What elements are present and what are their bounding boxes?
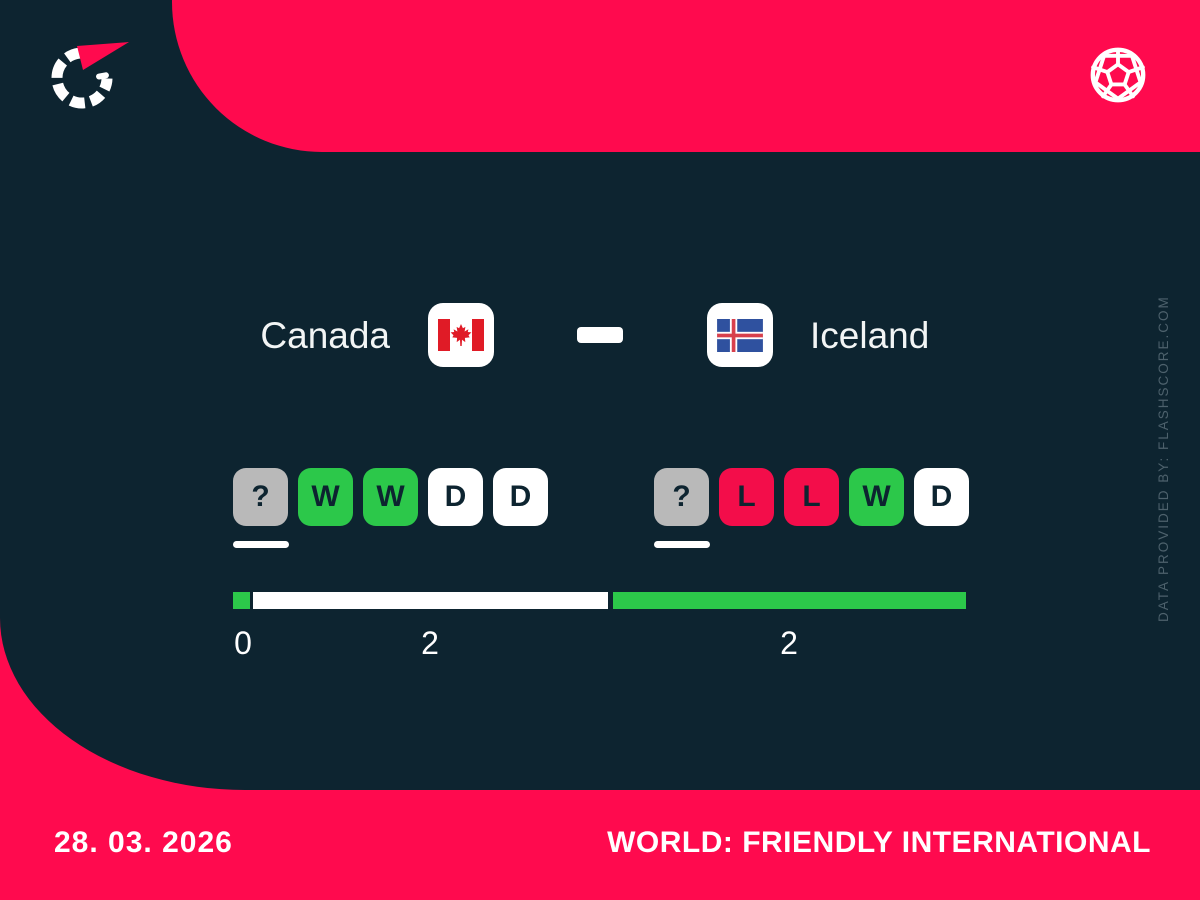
canada-flag-icon [438,319,484,351]
top-banner [172,0,1200,152]
away-upcoming-underline [654,541,710,548]
form-box-upcoming: ? [233,468,288,526]
form-box-win: W [363,468,418,526]
data-provider-watermark: DATA PROVIDED BY: FLASHSCORE.COM [1156,295,1171,622]
h2h-draws-segment [253,592,608,609]
iceland-flag-icon [717,318,763,352]
away-team-flag [707,303,773,367]
away-form-row: ? L L W D [654,468,969,526]
h2h-home-wins-segment [233,592,250,609]
home-form-row: ? W W D D [233,468,548,526]
form-box-draw: D [428,468,483,526]
h2h-away-wins-segment [613,592,966,609]
h2h-home-wins-value: 0 [234,625,252,661]
h2h-bar [233,592,966,609]
competition-name: WORLD: FRIENDLY INTERNATIONAL [607,826,1151,859]
form-box-loss: L [784,468,839,526]
away-team-name: Iceland [810,315,930,356]
football-icon [1090,47,1146,103]
h2h-draws-value: 2 [421,625,439,661]
match-date: 28. 03. 2026 [54,826,233,859]
home-upcoming-underline [233,541,289,548]
h2h-away-wins-value: 2 [780,625,798,661]
flashscore-logo-icon [51,42,129,109]
form-box-draw: D [493,468,548,526]
form-box-loss: L [719,468,774,526]
form-box-win: W [849,468,904,526]
form-box-draw: D [914,468,969,526]
home-team-flag [428,303,494,367]
home-team-name: Canada [260,315,390,356]
score-separator-dash [577,327,623,343]
form-box-upcoming: ? [654,468,709,526]
form-box-win: W [298,468,353,526]
